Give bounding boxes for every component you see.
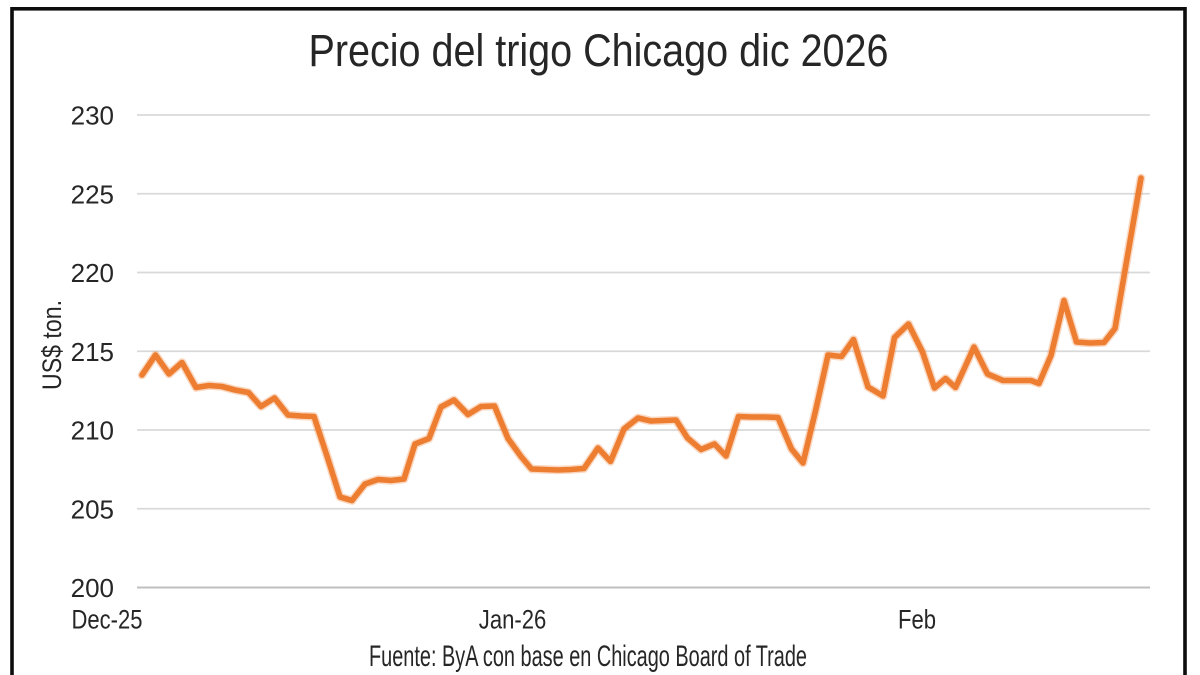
svg-text:210: 210 (71, 416, 114, 446)
svg-text:225: 225 (71, 179, 114, 209)
svg-text:205: 205 (71, 494, 114, 524)
svg-text:Fuente: ByA con base en Chicag: Fuente: ByA con base en Chicago Board of… (369, 640, 807, 673)
svg-text:230: 230 (71, 101, 114, 131)
svg-text:Dec-25: Dec-25 (72, 605, 143, 635)
svg-text:US$ ton.: US$ ton. (37, 300, 67, 390)
svg-text:Precio del trigo Chicago dic 2: Precio del trigo Chicago dic 2026 (309, 25, 889, 76)
svg-text:200: 200 (71, 573, 114, 603)
svg-text:220: 220 (71, 258, 114, 288)
svg-text:Jan-26: Jan-26 (479, 605, 547, 635)
svg-text:Feb: Feb (898, 605, 936, 635)
svg-text:215: 215 (71, 337, 114, 367)
